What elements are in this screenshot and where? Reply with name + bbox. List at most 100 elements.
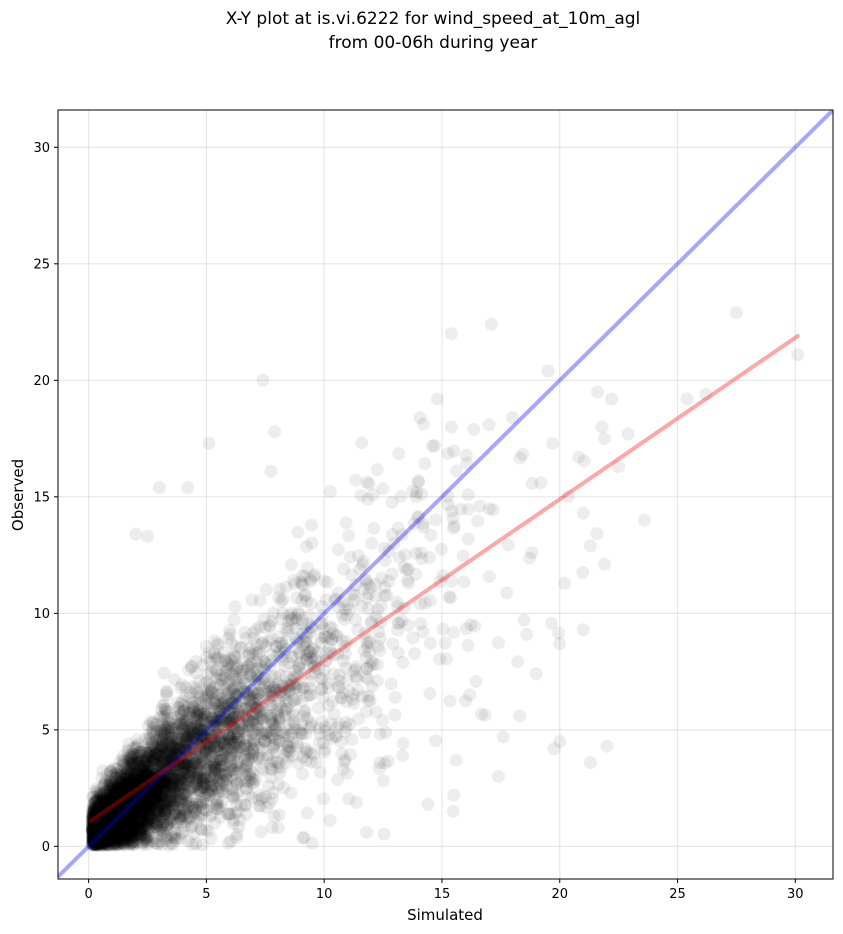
scatter-point [109, 803, 123, 817]
scatter-point [136, 784, 150, 798]
scatter-point [109, 832, 123, 846]
scatter-point [212, 651, 226, 665]
scatter-point [119, 808, 133, 822]
scatter-point [358, 626, 372, 640]
scatter-point [286, 573, 300, 587]
scatter-point [87, 802, 101, 816]
scatter-point [88, 838, 102, 851]
scatter-point [105, 788, 119, 802]
scatter-point [313, 765, 327, 779]
scatter-point [95, 822, 109, 836]
scatter-point [110, 805, 124, 819]
scatter-point [517, 613, 531, 627]
scatter-point [109, 808, 122, 822]
scatter-point [103, 833, 117, 847]
scatter-point [374, 571, 388, 585]
scatter-point [183, 745, 197, 759]
scatter-point [146, 781, 160, 794]
scatter-point [327, 667, 341, 681]
scatter-point [208, 763, 222, 777]
scatter-point [124, 834, 138, 848]
scatter-point [135, 782, 149, 795]
scatter-point [158, 764, 172, 778]
scatter-point [111, 800, 125, 814]
scatter-point [107, 794, 121, 808]
scatter-point [140, 778, 154, 792]
scatter-point [118, 816, 132, 830]
scatter-point [150, 816, 164, 830]
scatter-point [358, 726, 372, 740]
scatter-point [112, 814, 126, 828]
scatter-point [365, 680, 379, 694]
scatter-point [170, 832, 184, 846]
scatter-point [97, 806, 110, 820]
scatter-point [107, 824, 121, 838]
scatter-point [86, 838, 100, 852]
scatter-point [219, 750, 233, 764]
scatter-point [166, 760, 180, 773]
scatter-point [88, 834, 102, 848]
scatter-point [135, 766, 149, 780]
scatter-point [156, 776, 170, 790]
scatter-point [321, 676, 334, 690]
scatter-point [231, 776, 245, 790]
scatter-point [157, 773, 171, 786]
scatter-point [132, 823, 145, 837]
scatter-point [102, 820, 116, 834]
scatter-point [91, 834, 105, 848]
scatter-point [139, 815, 153, 828]
scatter-point [184, 765, 198, 779]
scatter-point [138, 784, 152, 798]
chart-title-line2: from 00-06h during year [329, 33, 538, 53]
scatter-point [283, 682, 297, 696]
scatter-point [99, 819, 113, 833]
scatter-point [315, 715, 329, 729]
scatter-point [436, 622, 450, 636]
scatter-point [95, 819, 109, 833]
scatter-point [223, 623, 237, 637]
scatter-point [126, 780, 140, 794]
scatter-point [101, 813, 115, 827]
scatter-point [321, 576, 334, 589]
scatter-point [349, 669, 363, 683]
scatter-point [181, 754, 195, 768]
scatter-point [90, 807, 104, 821]
scatter-point [204, 655, 217, 669]
scatter-point [357, 644, 371, 658]
scatter-point [114, 769, 128, 783]
scatter-point [115, 797, 129, 811]
scatter-point [318, 742, 332, 756]
scatter-point [136, 836, 150, 850]
scatter-point [86, 826, 100, 840]
scatter-point [94, 820, 108, 834]
scatter-point [175, 809, 189, 823]
scatter-point [105, 824, 119, 838]
scatter-point [120, 817, 134, 831]
scatter-point [162, 813, 176, 827]
scatter-point [91, 832, 105, 846]
scatter-point [118, 785, 132, 799]
scatter-point [110, 782, 124, 796]
scatter-point [207, 746, 221, 760]
scatter-point [104, 827, 118, 841]
scatter-point [128, 760, 142, 774]
scatter-point [137, 758, 151, 772]
scatter-point [225, 762, 239, 776]
scatter-point [133, 783, 147, 797]
scatter-point [187, 726, 201, 740]
scatter-point [94, 817, 108, 830]
scatter-point [124, 791, 138, 805]
scatter-point [85, 823, 99, 837]
scatter-point [143, 741, 157, 755]
scatter-point [151, 737, 165, 750]
scatter-point [97, 830, 111, 844]
scatter-point [103, 819, 116, 832]
scatter-point [98, 824, 112, 838]
scatter-point [392, 447, 406, 461]
scatter-point [116, 795, 129, 809]
scatter-point [445, 504, 459, 518]
scatter-point [92, 829, 106, 843]
scatter-point [300, 744, 314, 758]
scatter-point [91, 802, 105, 816]
scatter-point [456, 549, 470, 563]
